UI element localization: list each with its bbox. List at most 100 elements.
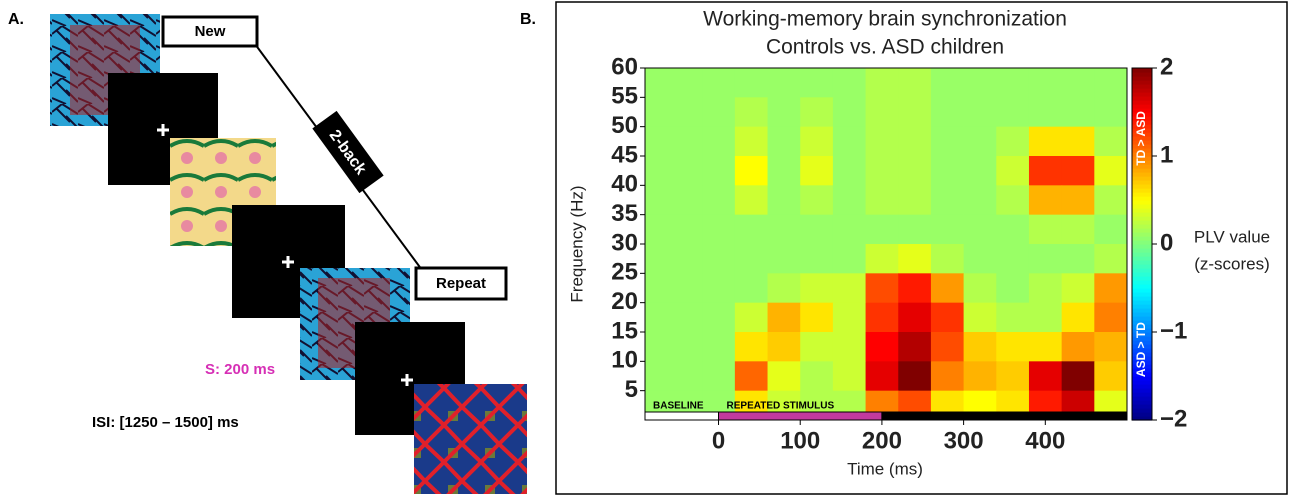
colorbar-cell: [1132, 400, 1152, 405]
colorbar-cell: [1132, 180, 1152, 185]
heat-cell: [735, 332, 768, 362]
heat-cell: [637, 244, 670, 274]
heat-cell: [1029, 97, 1062, 127]
heat-cell: [866, 97, 899, 127]
y-tick-label: 60: [611, 53, 638, 80]
time-segment: [719, 412, 882, 420]
heat-cell: [702, 68, 735, 98]
heat-cell: [800, 273, 833, 303]
heat-cell: [996, 332, 1029, 362]
heat-cell: [1062, 244, 1095, 274]
y-tick-label: 50: [611, 112, 638, 139]
colorbar-cell: [1132, 308, 1152, 313]
colorbar-cell: [1132, 268, 1152, 273]
heat-cell: [670, 332, 703, 362]
heat-cell: [637, 185, 670, 215]
heat-cell: [768, 361, 801, 391]
colorbar-cell: [1132, 96, 1152, 101]
panel-label: B.: [520, 11, 536, 28]
heat-cell: [833, 273, 866, 303]
heat-cell: [898, 185, 931, 215]
heat-cell: [833, 361, 866, 391]
heat-cell: [964, 97, 997, 127]
colorbar-tick-label: 2: [1160, 53, 1173, 80]
colorbar-cell: [1132, 316, 1152, 321]
heat-cell: [1062, 332, 1095, 362]
heat-cell: [768, 303, 801, 333]
heat-cell: [1029, 68, 1062, 98]
heat-cell: [898, 68, 931, 98]
heat-cell: [898, 273, 931, 303]
colorbar-cell: [1132, 396, 1152, 401]
colorbar-cell: [1132, 252, 1152, 257]
heat-cell: [1094, 97, 1127, 127]
heat-cell: [1029, 273, 1062, 303]
heat-cell: [702, 97, 735, 127]
colorbar-cell: [1132, 84, 1152, 89]
heat-cell: [735, 127, 768, 157]
heat-cell: [670, 273, 703, 303]
colorbar-cell: [1132, 208, 1152, 213]
heat-cell: [1062, 97, 1095, 127]
chart-title: Working-memory brain synchronization: [703, 8, 1067, 31]
heat-cell: [800, 185, 833, 215]
x-tick-label: 300: [944, 427, 984, 454]
colorbar-cell: [1132, 200, 1152, 205]
heat-cell: [1094, 273, 1127, 303]
heat-cell: [931, 332, 964, 362]
heat-cell: [833, 97, 866, 127]
heat-cell: [996, 361, 1029, 391]
heat-cell: [866, 244, 899, 274]
heat-cell: [1094, 127, 1127, 157]
heat-cell: [735, 215, 768, 245]
heat-cell: [964, 332, 997, 362]
heat-cell: [670, 185, 703, 215]
segment-label: REPEATED STIMULUS: [727, 401, 835, 412]
y-tick-label: 45: [611, 141, 638, 168]
colorbar-cell: [1132, 228, 1152, 233]
heat-cell: [996, 127, 1029, 157]
heat-cell: [768, 185, 801, 215]
heat-cell: [800, 97, 833, 127]
heat-cell: [1029, 244, 1062, 274]
y-tick-label: 20: [611, 288, 638, 315]
heat-cell: [1062, 68, 1095, 98]
heat-cell: [670, 127, 703, 157]
colorbar-cell: [1132, 244, 1152, 249]
heat-cell: [637, 97, 670, 127]
panel-label: A.: [8, 11, 24, 28]
heat-cell: [964, 127, 997, 157]
heat-cell: [931, 68, 964, 98]
heat-cell: [1094, 332, 1127, 362]
colorbar-tick-label: −1: [1160, 317, 1187, 344]
colorbar-cell: [1132, 256, 1152, 261]
heat-cell: [931, 156, 964, 186]
colorbar-cell: [1132, 312, 1152, 317]
y-tick-label: 10: [611, 347, 638, 374]
heat-cell: [898, 332, 931, 362]
colorbar-cell: [1132, 260, 1152, 265]
heat-cell: [931, 185, 964, 215]
heat-cell: [996, 303, 1029, 333]
heat-cell: [1062, 273, 1095, 303]
colorbar-cell: [1132, 408, 1152, 413]
heat-cell: [800, 215, 833, 245]
heat-cell: [768, 273, 801, 303]
colorbar-upper: TD > ASD: [1134, 111, 1148, 166]
heat-cell: [800, 244, 833, 274]
colorbar-cell: [1132, 248, 1152, 253]
colorbar-cell: [1132, 176, 1152, 181]
x-tick-label: 400: [1025, 427, 1065, 454]
heat-cell: [1062, 303, 1095, 333]
heat-cell: [1094, 185, 1127, 215]
heat-cell: [833, 303, 866, 333]
heat-cell: [833, 244, 866, 274]
heat-cell: [735, 185, 768, 215]
heat-cell: [964, 68, 997, 98]
heat-cell: [866, 127, 899, 157]
y-tick-label: 40: [611, 171, 638, 198]
heat-cell: [735, 68, 768, 98]
colorbar-cell: [1132, 204, 1152, 209]
heat-cell: [637, 332, 670, 362]
heat-cell: [1029, 361, 1062, 391]
